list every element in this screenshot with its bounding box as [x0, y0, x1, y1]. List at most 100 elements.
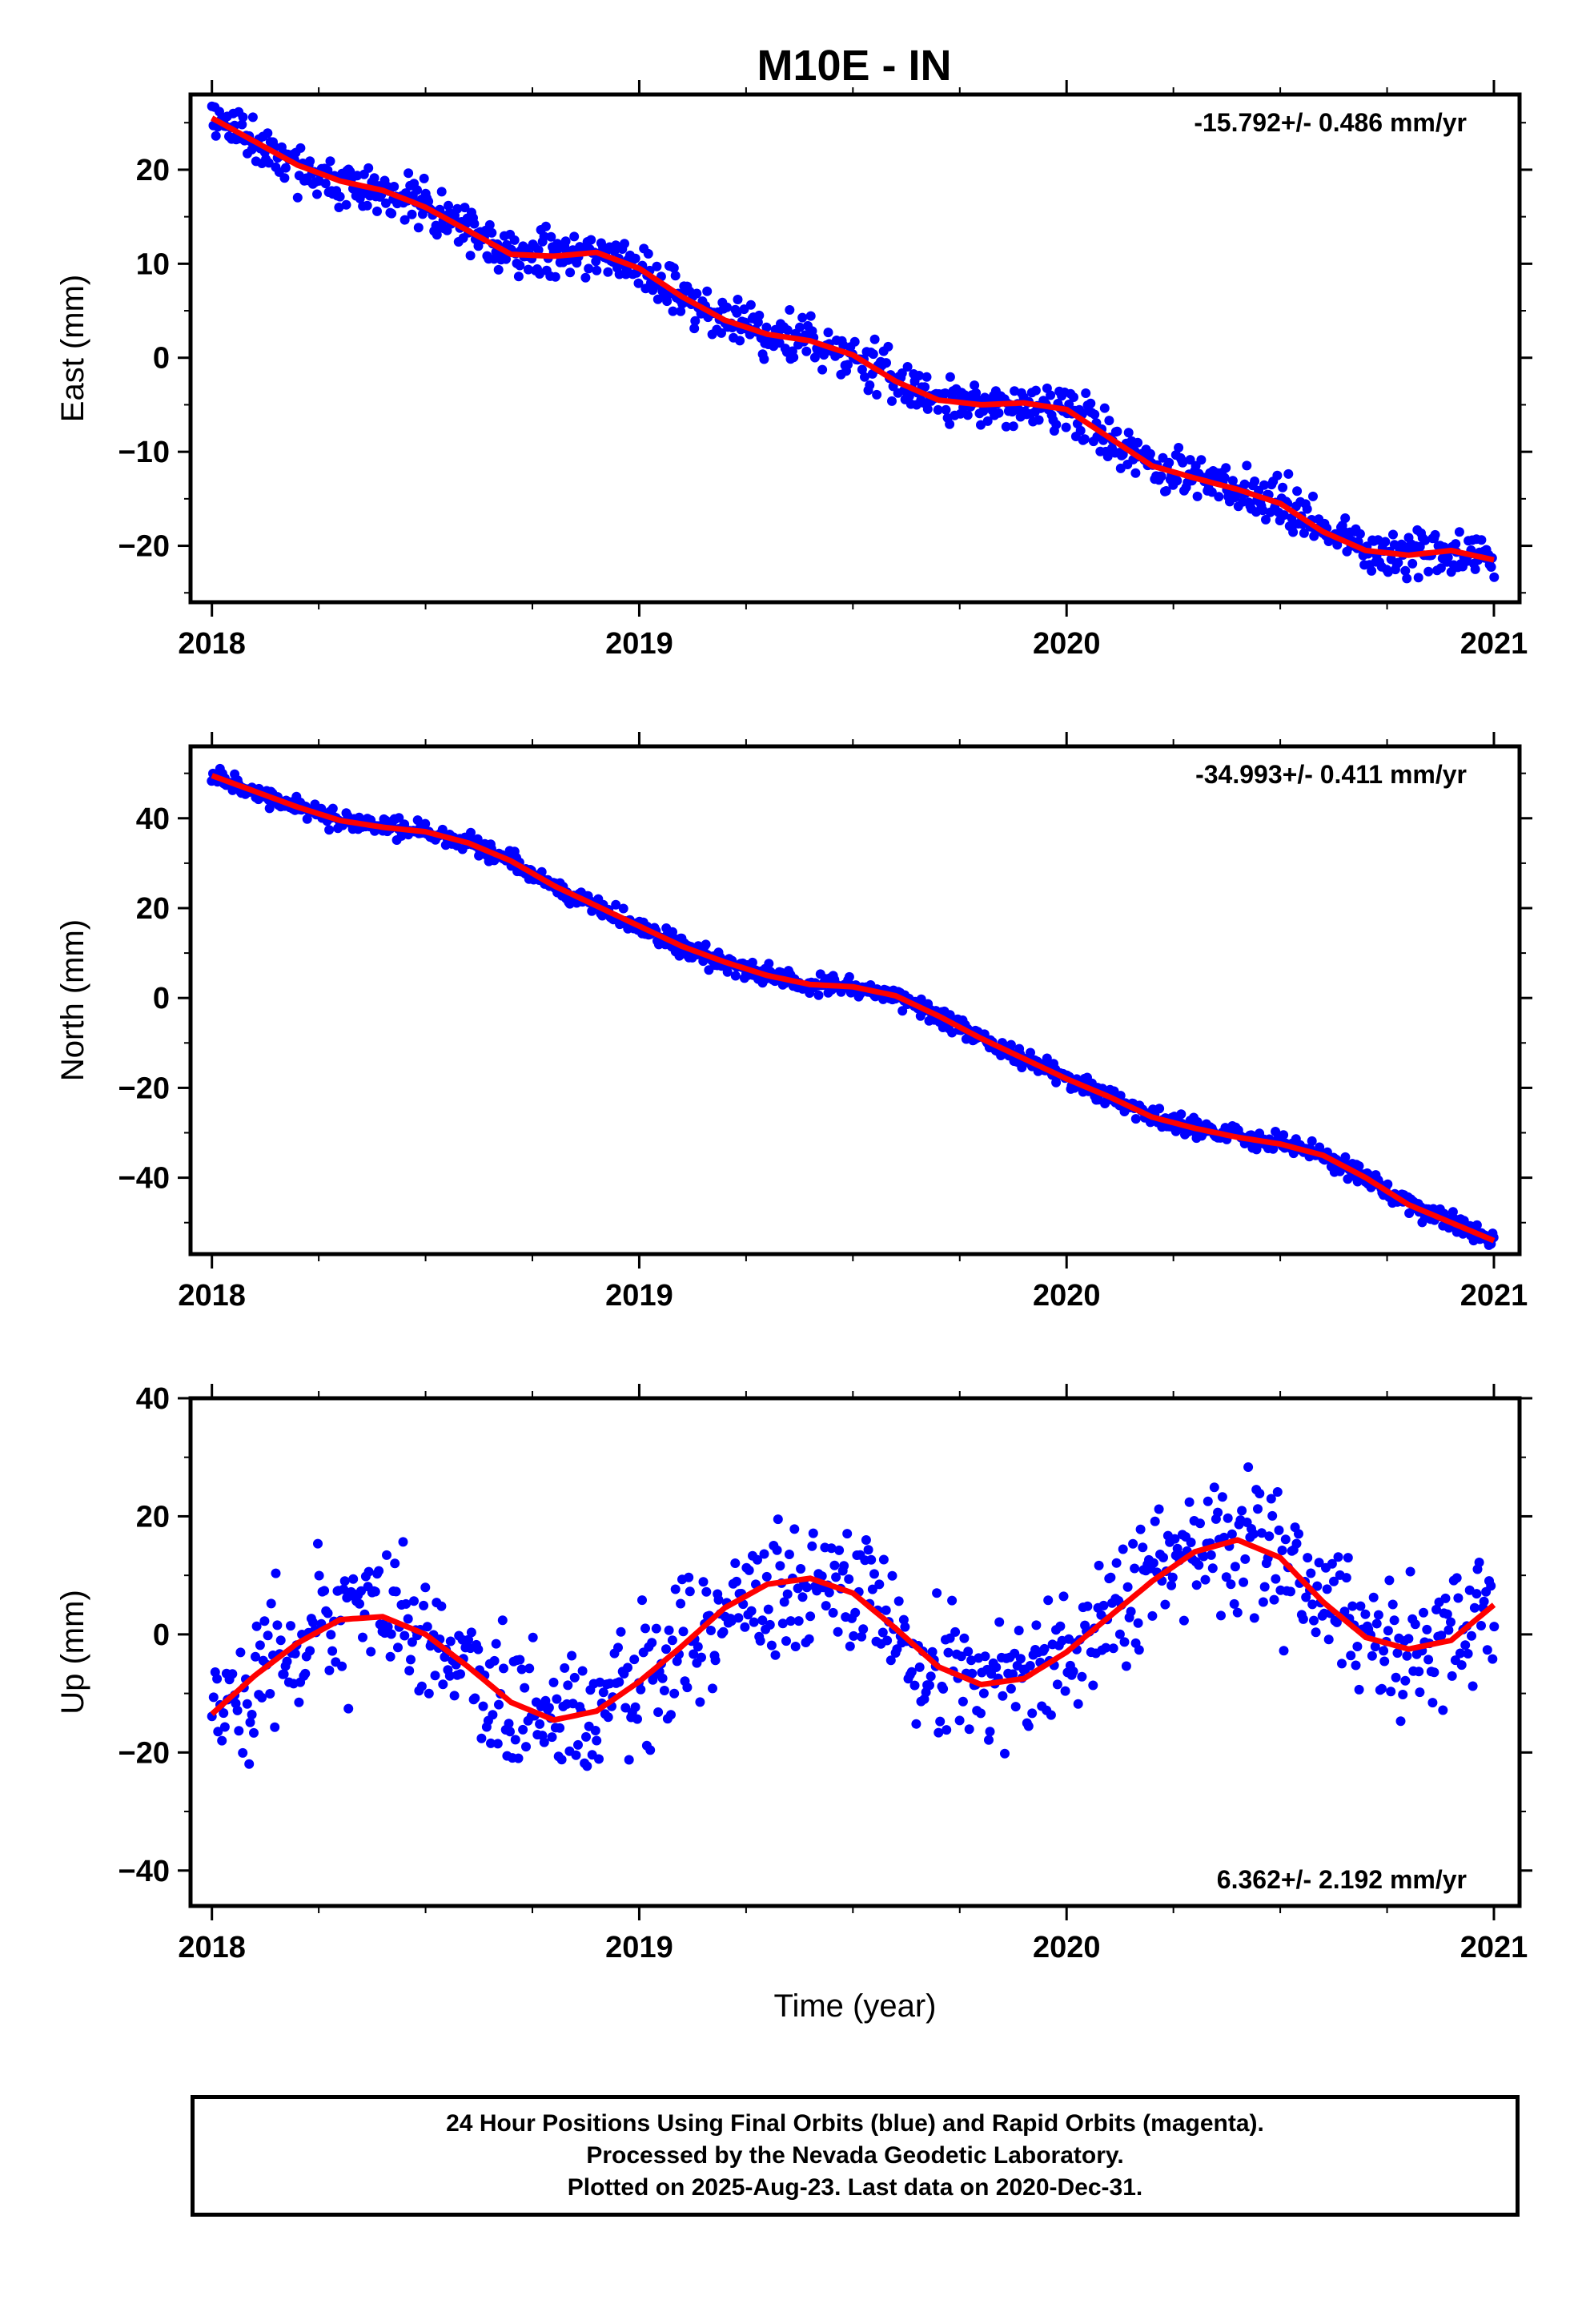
data-point: [1452, 1573, 1462, 1583]
data-point: [611, 899, 621, 910]
data-point: [449, 1691, 460, 1701]
data-point: [1388, 529, 1398, 540]
data-point: [824, 1587, 834, 1598]
data-point: [592, 265, 602, 275]
data-point: [1392, 1648, 1403, 1659]
data-point: [1160, 1599, 1170, 1610]
data-point: [255, 1640, 265, 1651]
data-point: [1111, 1558, 1122, 1568]
data-point: [546, 231, 556, 242]
north-points: [207, 763, 1499, 1250]
data-point: [535, 1719, 545, 1729]
data-point: [637, 1595, 647, 1606]
data-point: [963, 1647, 974, 1657]
x-tick-label: 2019: [605, 1279, 673, 1313]
data-point: [943, 1647, 954, 1658]
data-point: [921, 372, 932, 382]
data-point: [1314, 1558, 1324, 1568]
north-fit-line: [211, 773, 1496, 1244]
data-point: [1015, 1654, 1026, 1664]
data-point: [465, 251, 476, 261]
data-point: [577, 1666, 588, 1676]
y-tick-label: −40: [118, 1162, 170, 1196]
y-tick-label: −20: [118, 1072, 170, 1105]
data-point: [1114, 1629, 1125, 1639]
data-point: [1082, 1601, 1093, 1611]
data-point: [616, 1626, 626, 1637]
data-point: [265, 1689, 275, 1699]
data-point: [263, 1630, 273, 1641]
y-tick-label: 40: [136, 802, 170, 836]
data-point: [1347, 1601, 1358, 1611]
data-point: [817, 364, 828, 375]
data-point: [1219, 472, 1230, 483]
data-point: [235, 1647, 246, 1658]
data-point: [689, 1649, 699, 1659]
data-point: [940, 388, 950, 398]
data-point: [754, 310, 765, 320]
data-point: [292, 192, 303, 203]
data-point: [755, 1635, 765, 1646]
data-point: [887, 1570, 897, 1581]
data-point: [584, 263, 594, 274]
data-point: [244, 1759, 255, 1769]
data-point: [713, 1594, 724, 1605]
data-point: [833, 1626, 843, 1637]
data-point: [1102, 452, 1113, 461]
data-point: [945, 419, 955, 429]
data-point: [777, 1618, 788, 1629]
data-point: [706, 1626, 716, 1635]
data-point: [491, 1638, 501, 1649]
data-point: [1410, 1619, 1420, 1630]
x-tick-label: 2020: [1033, 1279, 1101, 1313]
data-point: [569, 1672, 580, 1683]
data-point: [1099, 403, 1110, 413]
data-point: [718, 1626, 729, 1637]
data-point: [366, 1647, 376, 1657]
data-point: [842, 1529, 853, 1539]
data-point: [1463, 1649, 1473, 1659]
data-point: [417, 209, 428, 219]
data-point: [1147, 1610, 1158, 1621]
east-points: [207, 101, 1500, 584]
data-point: [1446, 1617, 1456, 1627]
data-point: [933, 404, 943, 415]
data-point: [1346, 1651, 1356, 1661]
data-point: [740, 1622, 750, 1632]
data-point: [1327, 1558, 1337, 1569]
data-point: [590, 1726, 600, 1735]
data-point: [1440, 1593, 1451, 1603]
data-point: [324, 825, 335, 835]
data-point: [651, 1623, 661, 1634]
data-point: [571, 1750, 581, 1760]
data-point: [807, 1541, 817, 1551]
data-point: [1027, 1708, 1038, 1719]
data-point: [1123, 428, 1134, 438]
data-point: [801, 1582, 812, 1593]
y-tick-label: −10: [118, 436, 170, 469]
data-point: [234, 1726, 244, 1736]
data-point: [419, 1600, 429, 1610]
data-point: [733, 295, 743, 304]
data-point: [887, 396, 897, 406]
data-point: [1311, 1627, 1321, 1638]
east-rate-label: -15.792+/- 0.486 mm/yr: [1194, 108, 1467, 137]
data-point: [1227, 476, 1238, 486]
data-point: [1170, 1534, 1180, 1544]
data-point: [732, 1576, 741, 1586]
data-point: [580, 272, 591, 283]
data-point: [1060, 1686, 1070, 1696]
data-point: [843, 360, 853, 370]
y-tick-label: −20: [118, 530, 170, 564]
data-point: [560, 1663, 570, 1673]
data-point: [1400, 1675, 1411, 1686]
data-point: [358, 1632, 367, 1642]
data-point: [797, 1592, 808, 1602]
data-point: [692, 288, 702, 299]
data-point: [982, 416, 993, 426]
data-point: [219, 1708, 229, 1719]
data-point: [1383, 1626, 1393, 1636]
data-point: [869, 1569, 879, 1579]
data-point: [386, 1629, 396, 1639]
data-point: [544, 1703, 554, 1713]
